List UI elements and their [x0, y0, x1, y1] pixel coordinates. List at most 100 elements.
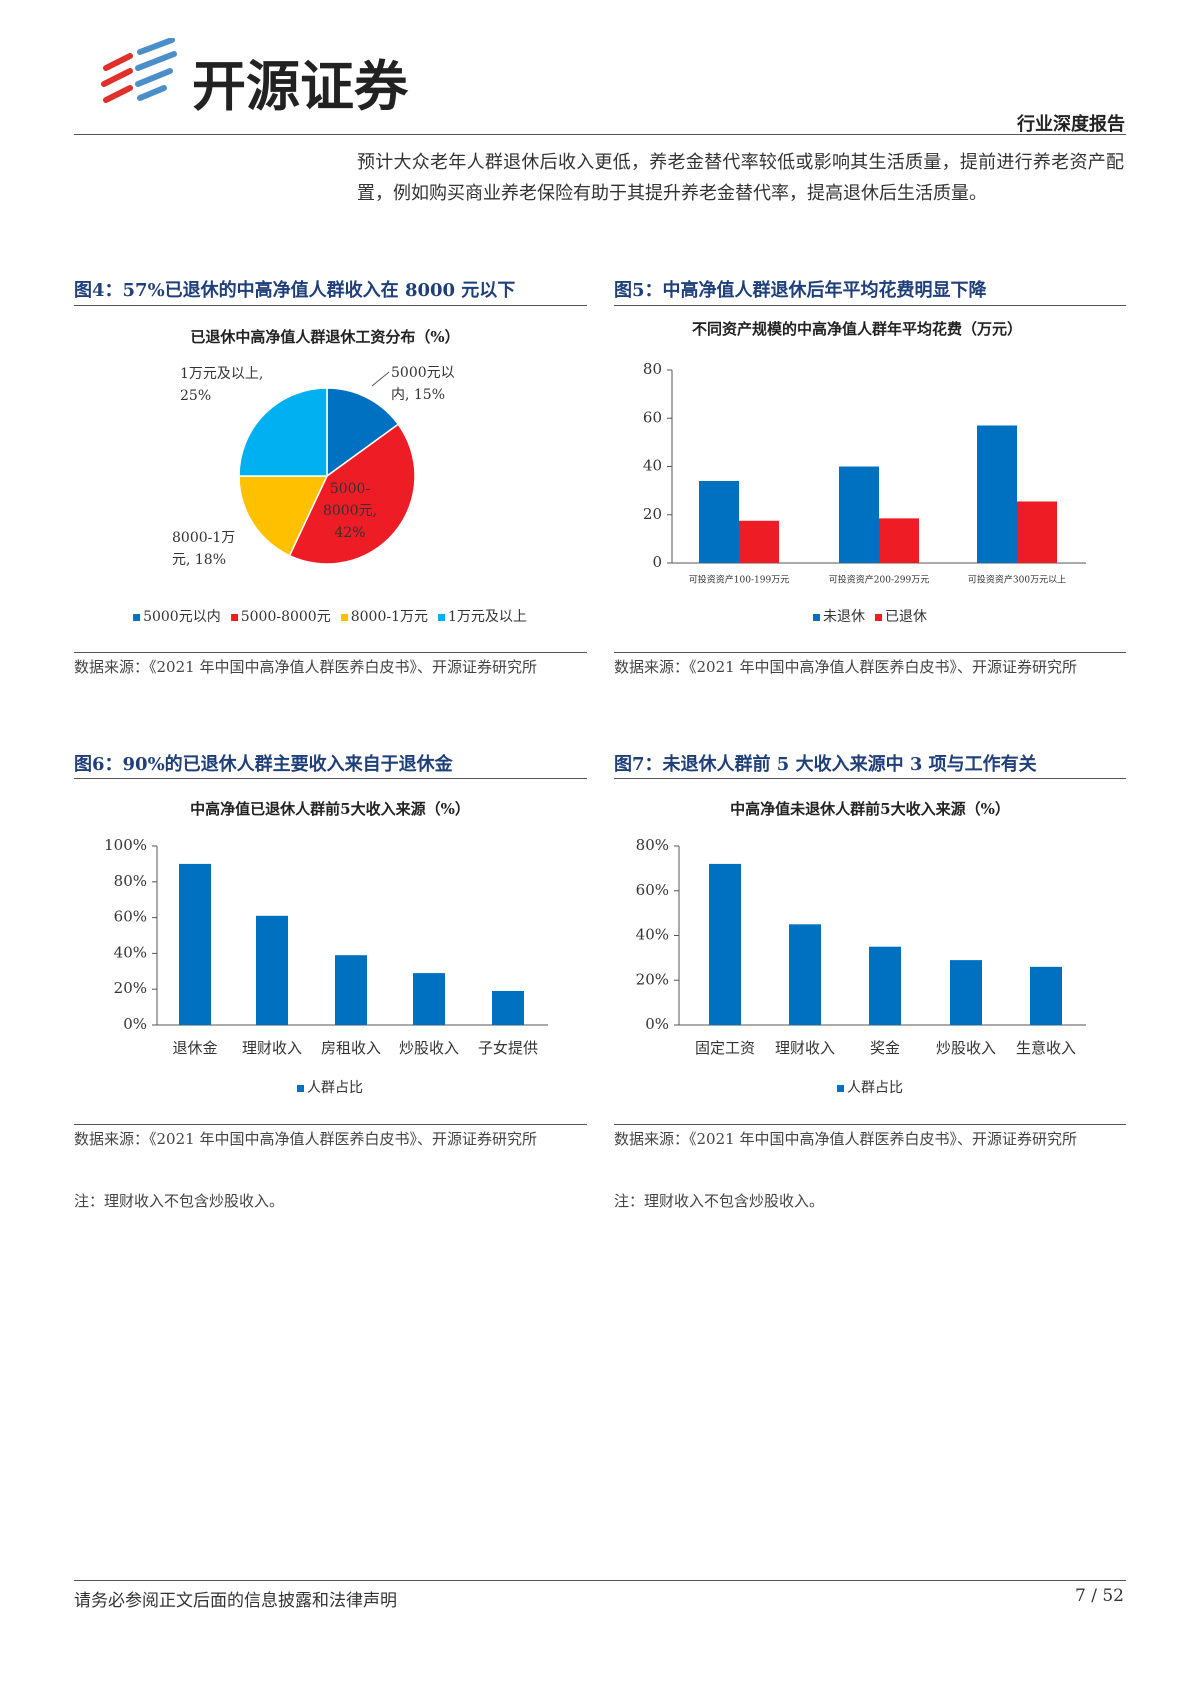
- y-tick-label: 0: [652, 553, 662, 571]
- legend-label: 5000-8000元: [240, 609, 331, 625]
- legend: 人群占比: [837, 1077, 903, 1097]
- legend: 人群占比: [297, 1077, 363, 1097]
- bar: [413, 973, 445, 1025]
- bar: [492, 990, 524, 1025]
- chart-title: 中高净值已退休人群前5大收入来源（%）: [190, 800, 470, 818]
- chart-title: 不同资产规模的中高净值人群年平均花费（万元）: [692, 320, 1023, 338]
- source-rule: [614, 1124, 1126, 1125]
- bar: [879, 518, 919, 563]
- legend-swatch: [837, 1085, 844, 1092]
- x-tick-label: 可投资资产200-299万元: [829, 574, 929, 586]
- y-tick-label: 0%: [645, 1015, 669, 1033]
- legend-swatch: [133, 614, 141, 621]
- legend-label: 未退休: [823, 609, 865, 625]
- bar: [869, 946, 901, 1025]
- source: 数据来源：《2021 年中国中高净值人群医养白皮书》、开源证券研究所: [614, 658, 1077, 676]
- legend-label: 5000元以内: [143, 609, 221, 625]
- y-tick-label: 60%: [636, 881, 669, 899]
- legend-swatch: [297, 1085, 304, 1092]
- y-tick-label: 80: [643, 360, 662, 378]
- data-label: 8000-1万元, 18%: [172, 530, 236, 568]
- legend-item: 未退休: [813, 606, 865, 626]
- x-tick-label: 退休金: [172, 1039, 217, 1057]
- legend-item: 人群占比: [837, 1077, 903, 1097]
- pie-slice: [326, 387, 400, 478]
- data-label: 5000元以内, 15%: [391, 365, 455, 403]
- note: 注：理财收入不包含炒股收入。: [614, 1192, 825, 1210]
- legend-swatch: [340, 614, 348, 621]
- y-tick-label: 20%: [636, 970, 669, 988]
- chart-title: 中高净值未退休人群前5大收入来源（%）: [730, 800, 1010, 818]
- x-tick-label: 炒股收入: [936, 1039, 996, 1057]
- bar: [699, 480, 739, 563]
- y-tick-label: 40: [643, 457, 662, 475]
- logo-text: 开源证券: [192, 55, 408, 118]
- bar: [977, 425, 1017, 563]
- x-tick-label: 炒股收入: [399, 1039, 459, 1057]
- y-tick-label: 80%: [636, 836, 669, 854]
- bar: [256, 915, 288, 1025]
- legend-item: 人群占比: [297, 1077, 363, 1097]
- header-rule: [74, 134, 1126, 135]
- x-tick-label: 生意收入: [1016, 1039, 1076, 1057]
- x-tick-label: 可投资资产300万元以上: [968, 574, 1066, 586]
- bar: [839, 466, 879, 563]
- y-tick-label: 100%: [104, 836, 147, 854]
- figure-caption: 图6：90%的已退休人群主要收入来自于退休金: [74, 754, 453, 775]
- pie-slice: [238, 475, 329, 557]
- caption-rule: [74, 305, 587, 306]
- x-tick-label: 理财收入: [775, 1039, 835, 1057]
- legend-swatch: [875, 614, 882, 621]
- bar: [950, 960, 982, 1025]
- caption-rule: [74, 778, 587, 779]
- x-tick-label: 奖金: [870, 1039, 900, 1057]
- legend-label: 人群占比: [847, 1080, 903, 1096]
- note: 注：理财收入不包含炒股收入。: [74, 1192, 285, 1210]
- legend: 5000元以内 5000-8000元 8000-1万元 1万元及以上: [133, 606, 527, 626]
- legend-label: 已退休: [885, 609, 927, 625]
- legend-swatch: [813, 614, 820, 621]
- source-rule: [74, 652, 587, 653]
- y-tick-label: 60%: [114, 908, 147, 926]
- data-label: 1万元及以上, 25%: [180, 366, 264, 404]
- caption-rule: [614, 305, 1126, 306]
- legend-item: 5000元以内: [133, 606, 221, 626]
- footer-rule: [74, 1580, 1126, 1581]
- bar: [789, 924, 821, 1025]
- y-tick-label: 60: [643, 408, 662, 426]
- y-tick-label: 20%: [114, 979, 147, 997]
- figure-caption: 图5：中高净值人群退休后年平均花费明显下降: [614, 280, 987, 301]
- page-number: 7 / 52: [1075, 1586, 1124, 1606]
- legend-label: 1万元及以上: [448, 609, 527, 625]
- logo-icon: [101, 38, 177, 103]
- y-tick-label: 40%: [114, 943, 147, 961]
- bar: [1030, 966, 1062, 1025]
- legend-item: 1万元及以上: [438, 606, 527, 626]
- leader-line: [371, 371, 390, 387]
- legend-label: 8000-1万元: [350, 609, 428, 625]
- bar: [179, 863, 211, 1025]
- legend-swatch: [230, 614, 238, 621]
- x-tick-label: 理财收入: [242, 1039, 302, 1057]
- y-tick-label: 80%: [114, 872, 147, 890]
- pie-slice: [238, 387, 328, 477]
- caption-rule: [614, 778, 1126, 779]
- y-tick-label: 20: [643, 505, 662, 523]
- legend-swatch: [438, 614, 445, 621]
- legend-item: 已退休: [875, 606, 927, 626]
- bar: [335, 955, 367, 1025]
- x-tick-label: 子女提供: [478, 1039, 538, 1057]
- legend: 未退休 已退休: [813, 606, 927, 626]
- footer-disclaimer: 请务必参阅正文后面的信息披露和法律声明: [74, 1591, 397, 1611]
- source: 数据来源：《2021 年中国中高净值人群医养白皮书》、开源证券研究所: [614, 1130, 1077, 1148]
- legend-item: 5000-8000元: [230, 606, 331, 626]
- bar: [739, 520, 779, 563]
- source: 数据来源：《2021 年中国中高净值人群医养白皮书》、开源证券研究所: [74, 1130, 537, 1148]
- y-tick-label: 0%: [123, 1015, 147, 1033]
- source-rule: [74, 1124, 587, 1125]
- source-rule: [614, 652, 1126, 653]
- y-tick-label: 40%: [636, 926, 669, 944]
- bar: [1017, 501, 1057, 563]
